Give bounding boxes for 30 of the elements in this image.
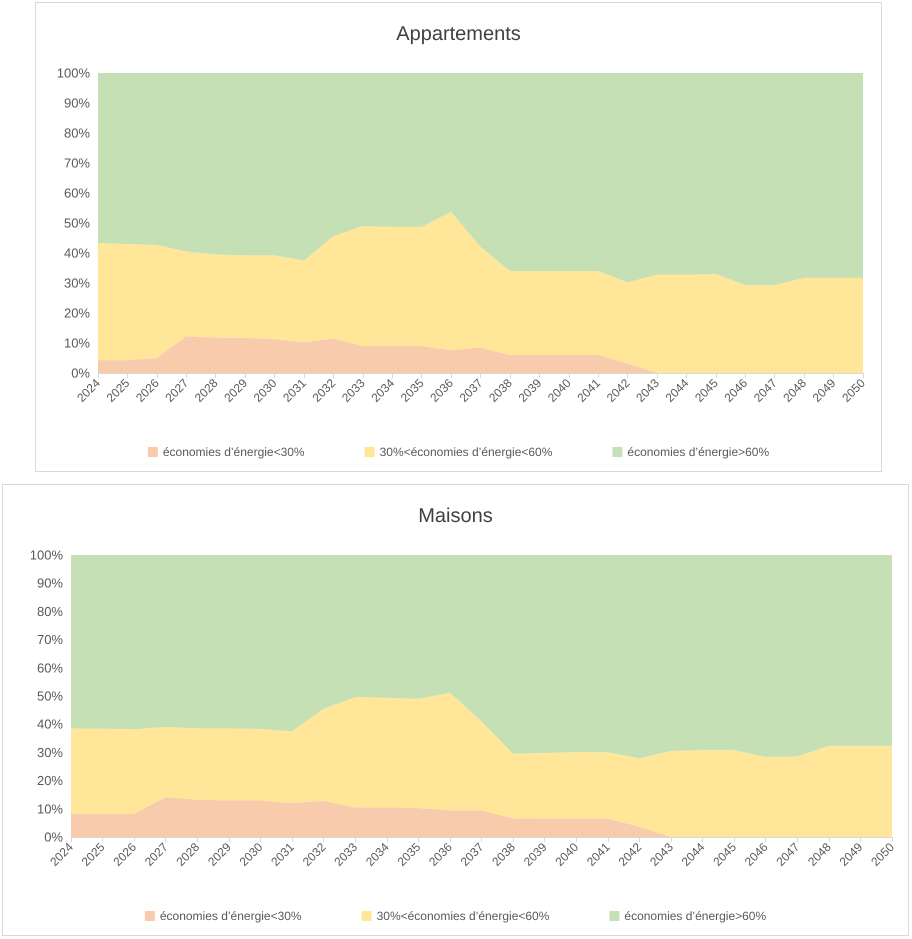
y-tick-label: 20% (64, 306, 90, 320)
y-tick-label: 10% (36, 801, 64, 816)
y-tick-label: 40% (64, 246, 90, 260)
legend-label: économies d’énergie>60% (624, 909, 766, 923)
y-tick-label: 90% (36, 576, 64, 591)
y-tick-label: 50% (36, 688, 64, 704)
legend-label: économies d’énergie>60% (627, 445, 770, 459)
legend-label: économies d’énergie<30% (160, 909, 302, 923)
y-tick-label: 90% (64, 96, 90, 110)
y-tick-label: 100% (30, 548, 64, 562)
y-tick-label: 20% (36, 773, 64, 788)
legend-label: 30%<économies d’énergie<60% (380, 445, 553, 459)
y-tick-label: 50% (64, 216, 90, 230)
y-tick-label: 70% (64, 156, 90, 170)
y-tick-label: 0% (44, 830, 64, 844)
y-tick-label: 60% (36, 660, 64, 676)
chart-title: Appartements (396, 23, 521, 45)
y-tick-label: 30% (64, 276, 90, 290)
y-tick-label: 80% (64, 126, 90, 140)
y-tick-label: 70% (36, 632, 64, 648)
y-tick-label: 10% (64, 336, 90, 350)
legend-label: économies d’énergie<30% (162, 445, 305, 459)
legend-label: 30%<économies d’énergie<60% (376, 909, 550, 923)
chart-title: Maisons (418, 505, 493, 527)
y-tick-label: 0% (71, 366, 90, 380)
y-tick-label: 60% (64, 186, 90, 200)
y-tick-label: 40% (36, 716, 64, 732)
y-tick-label: 80% (36, 604, 64, 619)
y-tick-label: 30% (36, 744, 64, 760)
y-tick-label: 100% (56, 66, 90, 80)
